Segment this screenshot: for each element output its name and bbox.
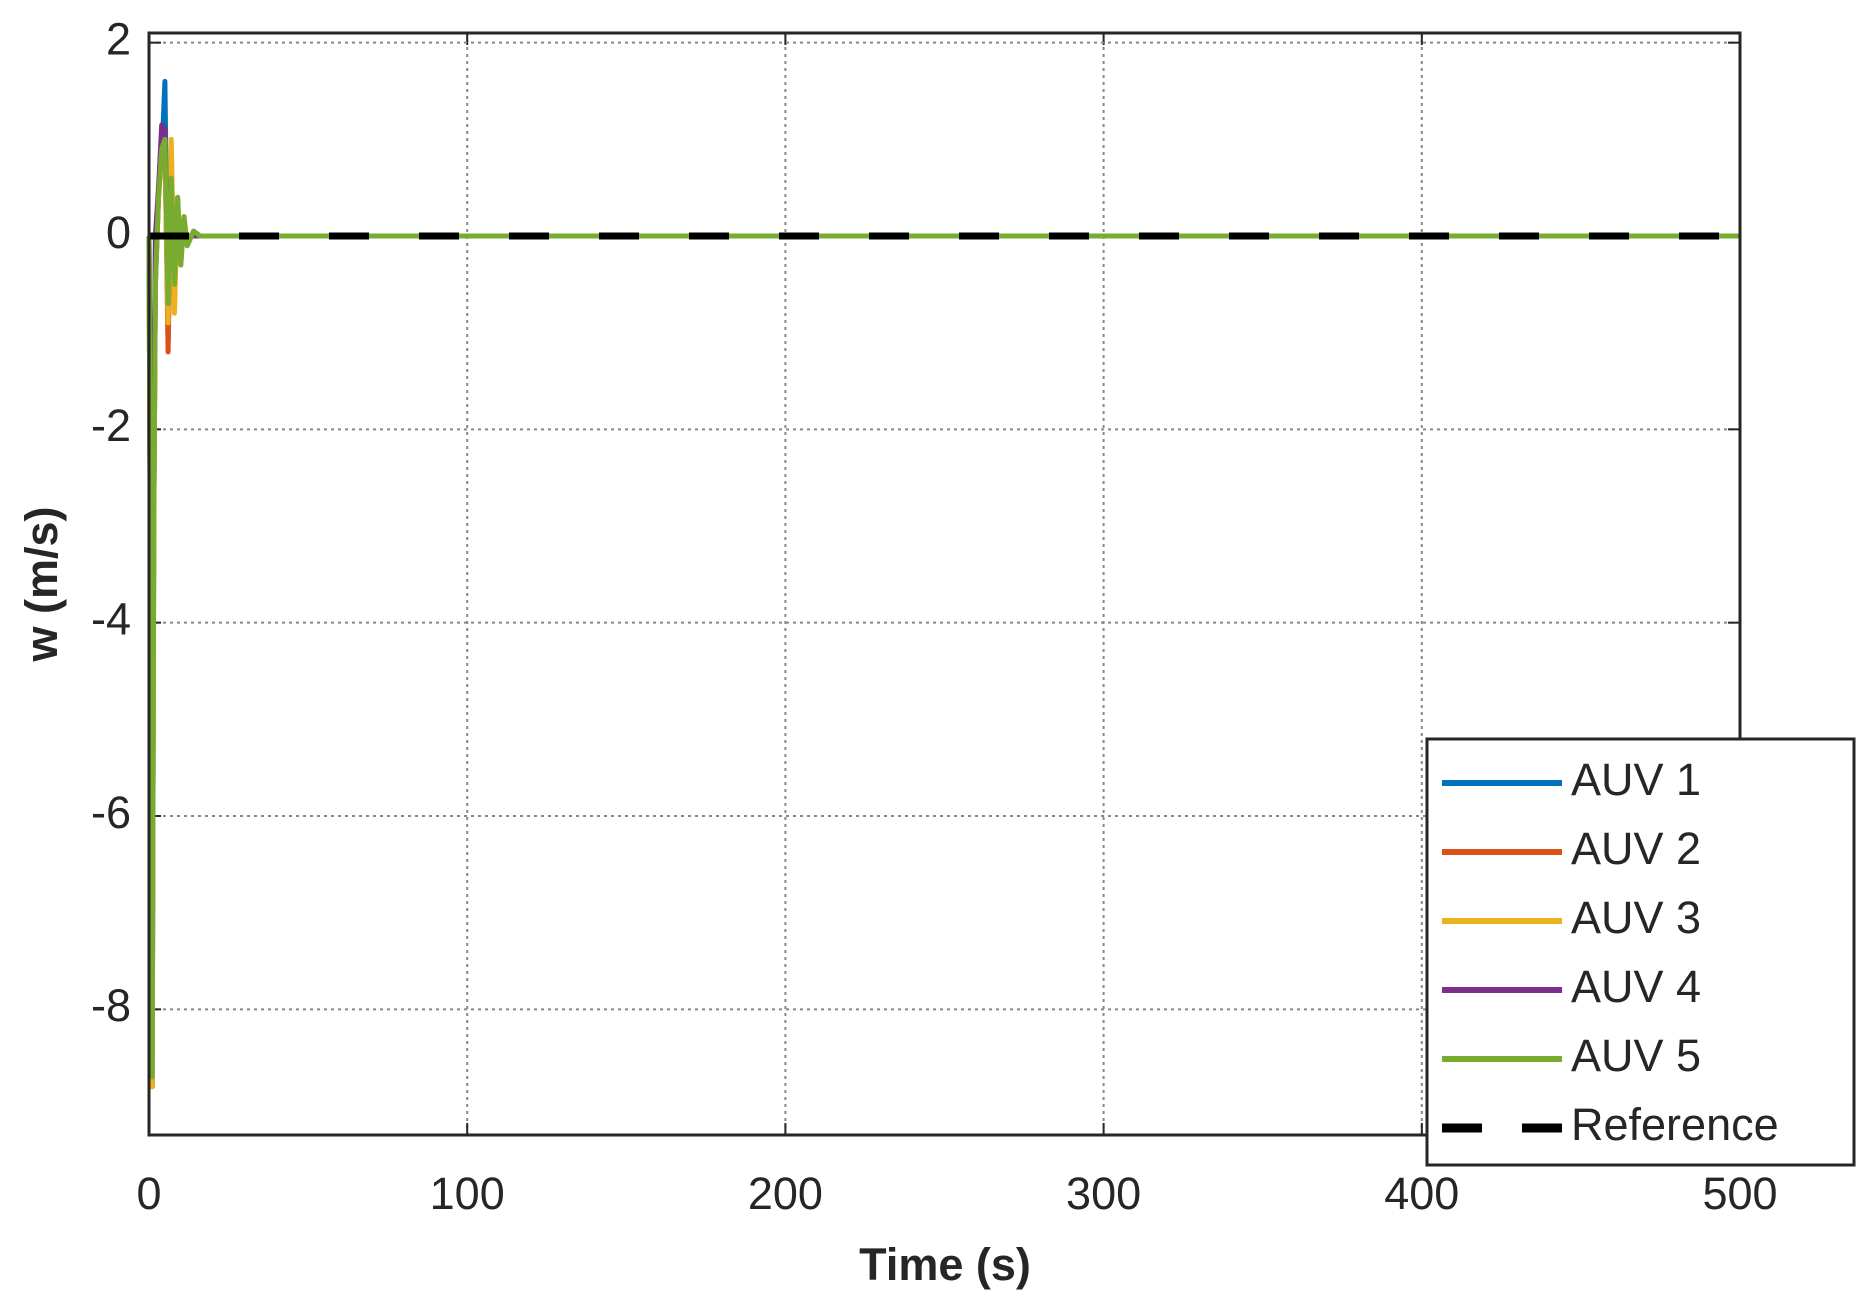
legend-label: AUV 4: [1571, 961, 1701, 1012]
x-tick-label: 0: [136, 1168, 161, 1219]
x-tick-label: 500: [1702, 1168, 1777, 1219]
legend-label: AUV 2: [1571, 823, 1701, 874]
legend-label: AUV 1: [1571, 754, 1701, 805]
legend-label: Reference: [1571, 1099, 1779, 1150]
legend-box: [1425, 737, 1856, 1167]
legend-label: AUV 5: [1571, 1030, 1701, 1081]
y-axis-label: w (m/s): [16, 506, 67, 662]
y-tick-label: -6: [91, 787, 131, 838]
y-tick-label: 0: [106, 207, 131, 258]
axes-frame: [147, 31, 1742, 1137]
x-tick-label: 400: [1384, 1168, 1459, 1219]
x-axis-label: Time (s): [859, 1239, 1031, 1290]
y-tick-label: -8: [91, 980, 131, 1031]
x-tick-label: 100: [430, 1168, 505, 1219]
series-line: [146, 122, 1740, 626]
series-line: [146, 136, 1740, 1080]
x-tick-label: 200: [748, 1168, 823, 1219]
y-tick-label: -2: [91, 400, 131, 451]
x-tick-label: 300: [1066, 1168, 1141, 1219]
y-tick-label: 2: [106, 14, 131, 65]
legend-label: AUV 3: [1571, 892, 1701, 943]
y-tick-label: -4: [91, 594, 131, 645]
